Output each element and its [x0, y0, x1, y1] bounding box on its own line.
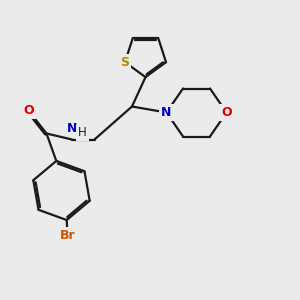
- Text: O: O: [221, 106, 232, 119]
- Text: O: O: [23, 104, 34, 118]
- Text: S: S: [121, 56, 130, 69]
- Text: Br: Br: [59, 229, 75, 242]
- Text: N: N: [67, 122, 77, 135]
- Text: H: H: [78, 126, 87, 140]
- Text: N: N: [161, 106, 172, 119]
